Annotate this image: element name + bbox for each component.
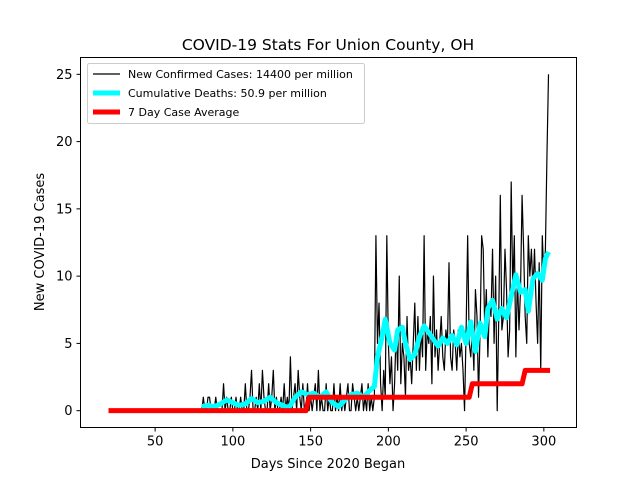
x-tick-label: 200 — [376, 435, 401, 450]
x-tick-label: 150 — [298, 435, 323, 450]
x-axis: 50 100 150 200 250 300 — [147, 427, 556, 450]
series-line-2 — [201, 250, 551, 411]
axes-frame — [80, 57, 577, 428]
legend-label-1: New Confirmed Cases: 14400 per million — [128, 68, 353, 81]
y-axis: 0 5 10 15 20 25 — [56, 68, 81, 419]
series-line-1 — [201, 74, 550, 412]
y-tick-label: 5 — [64, 337, 72, 352]
x-axis-label: Days Since 2020 Began — [251, 457, 406, 472]
x-tick-label: 250 — [454, 435, 479, 450]
chart-title: COVID-19 Stats For Union County, OH — [182, 36, 474, 54]
series-layer — [108, 74, 551, 414]
y-tick-label: 0 — [64, 404, 72, 419]
legend-label-2: Cumulative Deaths: 50.9 per million — [128, 87, 327, 100]
x-tick-label: 50 — [147, 435, 164, 450]
y-tick-label: 25 — [56, 68, 73, 83]
y-tick-label: 20 — [56, 135, 73, 150]
series-line-3 — [108, 367, 551, 414]
y-tick-label: 15 — [56, 202, 73, 217]
legend-box — [87, 63, 365, 124]
x-tick-label: 300 — [531, 435, 556, 450]
y-axis-label: New COVID-19 Cases — [33, 173, 48, 311]
legend: New Confirmed Cases: 14400 per million Cu… — [87, 63, 365, 124]
x-tick-label: 100 — [220, 435, 245, 450]
legend-label-3: 7 Day Case Average — [128, 106, 240, 119]
y-tick-label: 10 — [56, 270, 73, 285]
